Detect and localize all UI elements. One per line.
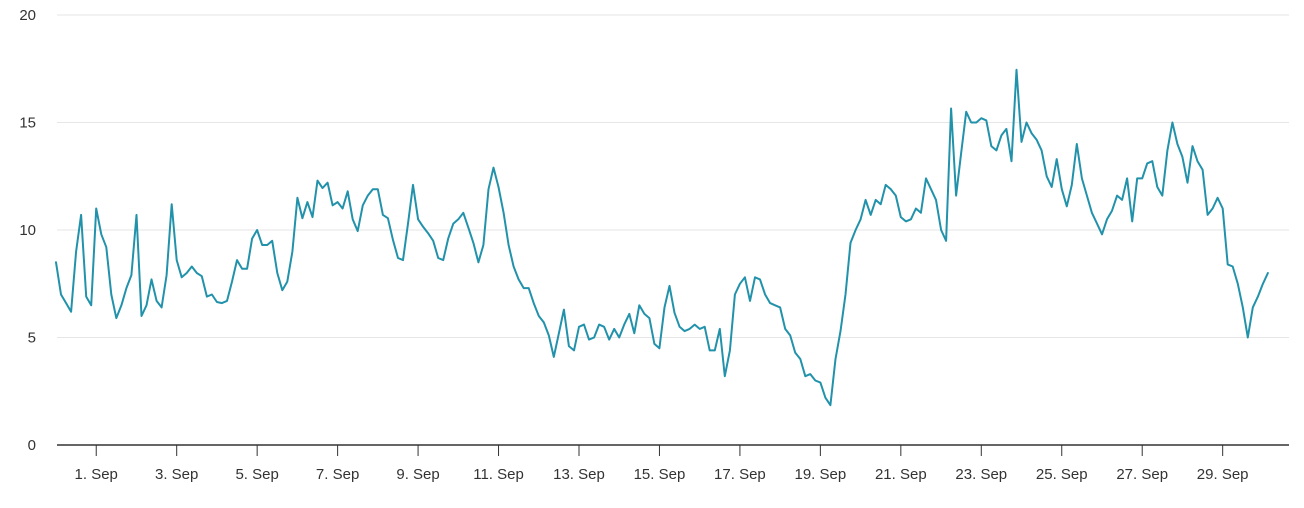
x-axis-label: 5. Sep [235, 466, 278, 483]
y-axis-label: 20 [19, 7, 36, 24]
y-axis-label: 0 [28, 437, 36, 454]
x-axis-label: 7. Sep [316, 466, 359, 483]
x-axis-label: 15. Sep [634, 466, 686, 483]
series-line[interactable] [55, 68, 1269, 407]
y-axis-label: 5 [28, 330, 36, 347]
y-axis-label: 15 [19, 115, 36, 132]
x-axis-label: 29. Sep [1197, 466, 1249, 483]
x-axis-label: 3. Sep [155, 466, 198, 483]
y-axis-label: 10 [19, 222, 36, 239]
x-axis-label: 17. Sep [714, 466, 766, 483]
x-axis-label: 9. Sep [396, 466, 439, 483]
x-axis-label: 23. Sep [955, 466, 1007, 483]
x-axis-label: 19. Sep [795, 466, 847, 483]
x-axis-label: 27. Sep [1116, 466, 1168, 483]
x-axis-label: 11. Sep [473, 466, 524, 483]
x-axis-label: 1. Sep [75, 466, 118, 483]
x-axis-label: 21. Sep [875, 466, 927, 483]
x-axis-label: 25. Sep [1036, 466, 1088, 483]
x-axis-label: 13. Sep [553, 466, 605, 483]
